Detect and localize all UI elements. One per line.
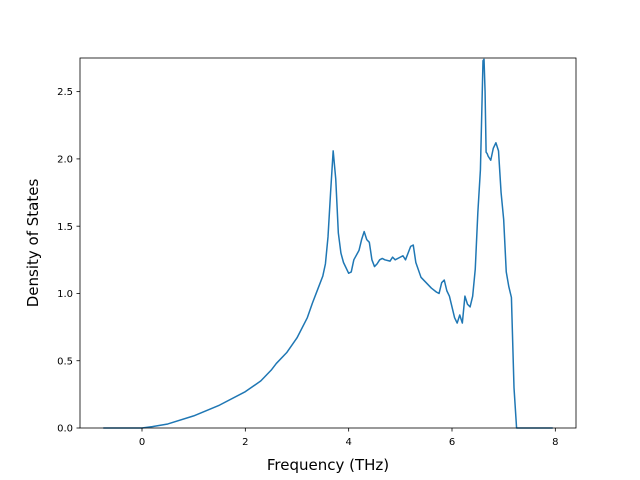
x-tick-label: 4 (345, 437, 351, 448)
plot-area (103, 58, 553, 429)
x-tick-label: 2 (242, 437, 248, 448)
x-tick-label: 8 (552, 437, 558, 448)
y-tick-label: 1.5 (57, 222, 73, 233)
y-axis: 0.0 0.5 1.0 1.5 2.0 2.5 (57, 87, 80, 435)
y-tick-label: 0.5 (57, 356, 73, 367)
y-tick-label: 1.0 (57, 289, 73, 300)
y-axis-label: Density of States (24, 179, 42, 308)
y-tick-label: 2.5 (57, 87, 73, 98)
x-tick-label: 0 (139, 437, 145, 448)
x-axis: 0 2 4 6 8 (139, 428, 559, 448)
y-tick-label: 0.0 (57, 424, 73, 435)
x-axis-label: Frequency (THz) (267, 456, 389, 474)
y-tick-label: 2.0 (57, 155, 73, 166)
x-tick-label: 6 (449, 437, 455, 448)
dos-series-line (103, 58, 553, 429)
axes-frame (79, 57, 577, 429)
